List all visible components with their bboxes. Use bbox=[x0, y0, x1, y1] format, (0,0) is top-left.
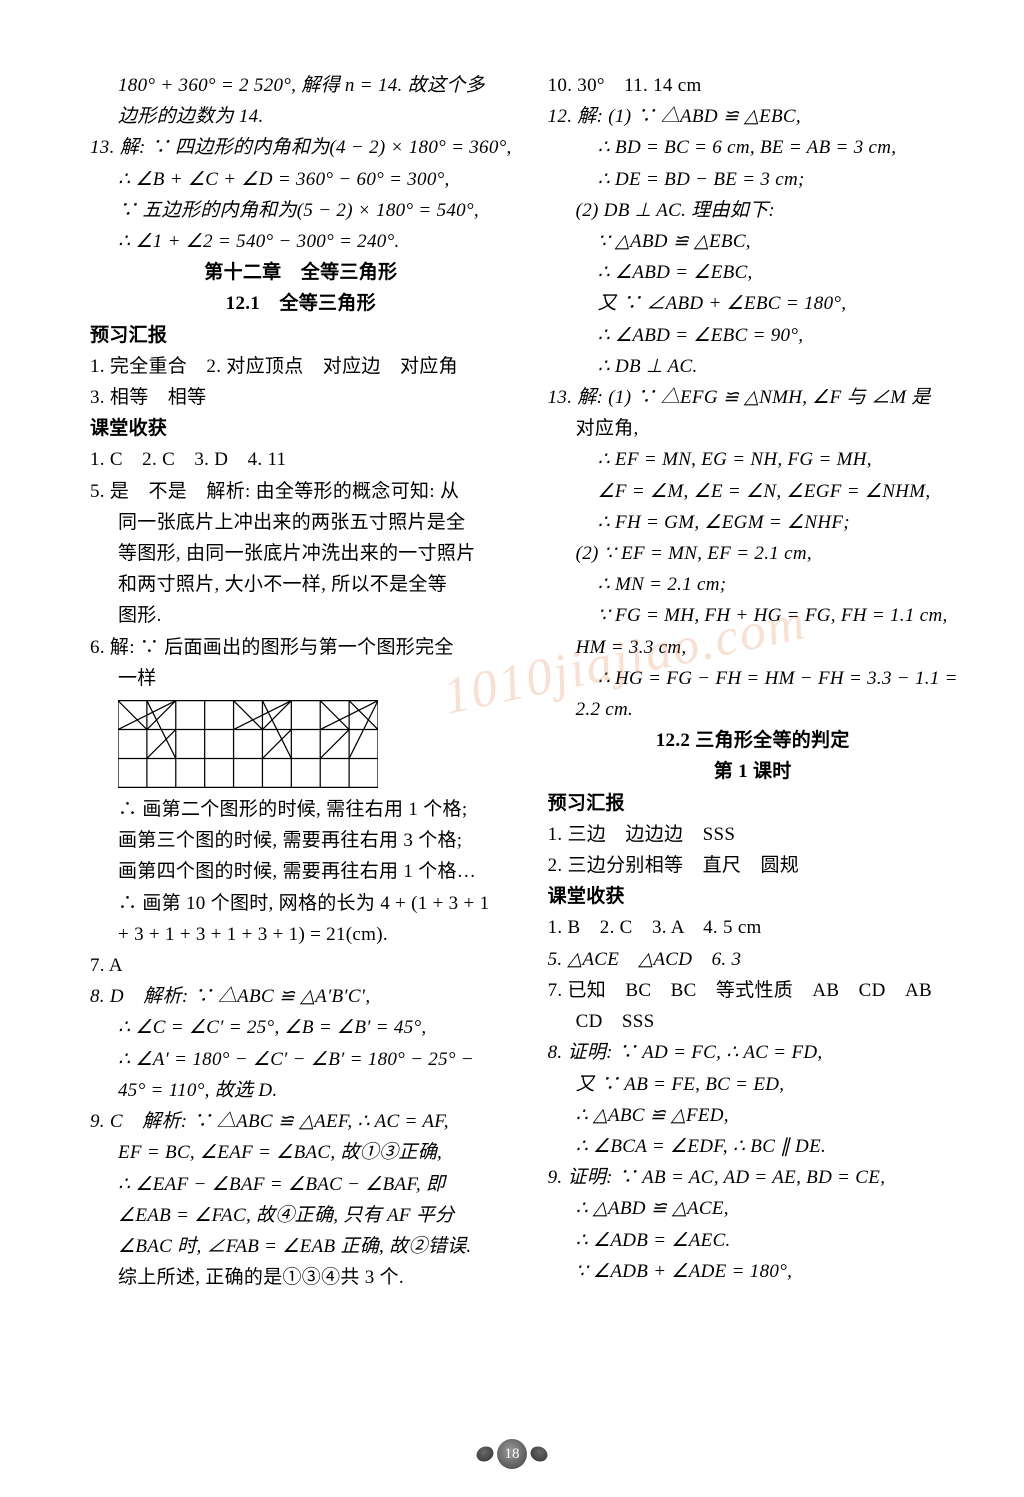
text-line: 6. 解: ∵ 后面画出的图形与第一个图形完全 bbox=[90, 632, 512, 663]
text-line: 13. 解: (1) ∵ △EFG ≌ △NMH, ∠F 与 ∠M 是 bbox=[548, 382, 958, 413]
text-line: 9. 证明: ∵ AB = AC, AD = AE, BD = CE, bbox=[548, 1162, 958, 1193]
text-line: 又 ∵ AB = FE, BC = ED, bbox=[548, 1069, 958, 1100]
text-line: ∴ ∠B + ∠C + ∠D = 360° − 60° = 300°, bbox=[90, 164, 512, 195]
text-line: 1. C 2. C 3. D 4. 11 bbox=[90, 444, 512, 475]
text-line: ∴ 画第 10 个图时, 网格的长为 4 + (1 + 3 + 1 bbox=[90, 888, 512, 919]
text-line: ∴ DE = BD − BE = 3 cm; bbox=[548, 164, 958, 195]
text-line: ∴ DB ⊥ AC. bbox=[548, 351, 958, 382]
text-line: 1. 三边 边边边 SSS bbox=[548, 819, 958, 850]
text-line: 12.1 全等三角形 bbox=[90, 288, 512, 319]
text-line: 180° + 360° = 2 520°, 解得 n = 14. 故这个多 bbox=[90, 70, 512, 101]
text-line: ∴ ∠A′ = 180° − ∠C′ − ∠B′ = 180° − 25° − bbox=[90, 1044, 512, 1075]
grid-figure bbox=[118, 700, 512, 788]
text-line: 5. △ACE △ACD 6. 3 bbox=[548, 944, 958, 975]
text-line: 又 ∵ ∠ABD + ∠EBC = 180°, bbox=[548, 288, 958, 319]
text-line: ∴ 画第二个图形的时候, 需往右用 1 个格; bbox=[90, 794, 512, 825]
text-line: 一样 bbox=[90, 663, 512, 694]
left-column: 180° + 360° = 2 520°, 解得 n = 14. 故这个多边形的… bbox=[90, 70, 512, 1390]
leaf-icon bbox=[529, 1444, 550, 1465]
text-line: 8. 证明: ∵ AD = FC, ∴ AC = FD, bbox=[548, 1037, 958, 1068]
text-line: (2) ∵ EF = MN, EF = 2.1 cm, bbox=[548, 538, 958, 569]
text-line: 等图形, 由同一张底片冲洗出来的一寸照片 bbox=[90, 538, 512, 569]
text-line: 第 1 课时 bbox=[548, 756, 958, 787]
text-line: 综上所述, 正确的是①③④共 3 个. bbox=[90, 1262, 512, 1293]
text-line: ∴ ∠1 + ∠2 = 540° − 300° = 240°. bbox=[90, 226, 512, 257]
text-line: ∴ FH = GM, ∠EGM = ∠NHF; bbox=[548, 507, 958, 538]
text-line: HM = 3.3 cm, bbox=[548, 632, 958, 663]
text-line: 5. 是 不是 解析: 由全等形的概念可知: 从 bbox=[90, 476, 512, 507]
text-line: ∵ ∠ADB + ∠ADE = 180°, bbox=[548, 1256, 958, 1287]
text-line: 第十二章 全等三角形 bbox=[90, 257, 512, 288]
text-line: 画第四个图的时候, 需要再往右用 1 个格… bbox=[90, 856, 512, 887]
text-line: 画第三个图的时候, 需要再往右用 3 个格; bbox=[90, 825, 512, 856]
text-line: 边形的边数为 14. bbox=[90, 101, 512, 132]
text-line: ∴ EF = MN, EG = NH, FG = MH, bbox=[548, 444, 958, 475]
text-line: (2) DB ⊥ AC. 理由如下: bbox=[548, 195, 958, 226]
text-line: 7. 已知 BC BC 等式性质 AB CD AB bbox=[548, 975, 958, 1006]
leaf-icon bbox=[475, 1444, 496, 1465]
text-line: ∴ BD = BC = 6 cm, BE = AB = 3 cm, bbox=[548, 132, 958, 163]
text-line: 1. 完全重合 2. 对应顶点 对应边 对应角 bbox=[90, 351, 512, 382]
text-line: ∵ △ABD ≌ △EBC, bbox=[548, 226, 958, 257]
text-line: ∠BAC 时, ∠FAB = ∠EAB 正确, 故②错误. bbox=[90, 1231, 512, 1262]
text-line: 预习汇报 bbox=[90, 320, 512, 351]
text-line: ∵ FG = MH, FH + HG = FG, FH = 1.1 cm, bbox=[548, 600, 958, 631]
text-line: ∠EAB = ∠FAC, 故④正确, 只有 AF 平分 bbox=[90, 1200, 512, 1231]
text-line: ∴ ∠ADB = ∠AEC. bbox=[548, 1225, 958, 1256]
grid-figure-svg bbox=[118, 700, 378, 788]
text-line: 预习汇报 bbox=[548, 788, 958, 819]
text-line: 9. C 解析: ∵ △ABC ≌ △AEF, ∴ AC = AF, bbox=[90, 1106, 512, 1137]
text-line: ∴ ∠C = ∠C′ = 25°, ∠B = ∠B′ = 45°, bbox=[90, 1012, 512, 1043]
text-line: + 3 + 1 + 3 + 1 + 3 + 1) = 21(cm). bbox=[90, 919, 512, 950]
text-line: ∠F = ∠M, ∠E = ∠N, ∠EGF = ∠NHM, bbox=[548, 476, 958, 507]
text-line: 图形. bbox=[90, 600, 512, 631]
text-line: 8. D 解析: ∵ △ABC ≌ △A′B′C′, bbox=[90, 981, 512, 1012]
text-line: 课堂收获 bbox=[90, 413, 512, 444]
text-line: 7. A bbox=[90, 950, 512, 981]
text-line: 12. 解: (1) ∵ △ABD ≌ △EBC, bbox=[548, 101, 958, 132]
text-line: 课堂收获 bbox=[548, 881, 958, 912]
text-line: 13. 解: ∵ 四边形的内角和为(4 − 2) × 180° = 360°, bbox=[90, 132, 512, 163]
text-line: ∴ ∠EAF − ∠BAF = ∠BAC − ∠BAF, 即 bbox=[90, 1169, 512, 1200]
page-number: 18 bbox=[497, 1439, 527, 1469]
text-line: ∴ △ABC ≌ △FED, bbox=[548, 1100, 958, 1131]
text-line: ∴ ∠ABD = ∠EBC, bbox=[548, 257, 958, 288]
text-line: 45° = 110°, 故选 D. bbox=[90, 1075, 512, 1106]
text-line: ∴ △ABD ≌ △ACE, bbox=[548, 1193, 958, 1224]
text-line: ∴ ∠ABD = ∠EBC = 90°, bbox=[548, 320, 958, 351]
text-line: 和两寸照片, 大小不一样, 所以不是全等 bbox=[90, 569, 512, 600]
right-column: 10. 30° 11. 14 cm12. 解: (1) ∵ △ABD ≌ △EB… bbox=[548, 70, 958, 1390]
text-line: 10. 30° 11. 14 cm bbox=[548, 70, 958, 101]
text-line: EF = BC, ∠EAF = ∠BAC, 故①③正确, bbox=[90, 1137, 512, 1168]
text-line: 2.2 cm. bbox=[548, 694, 958, 725]
text-line: ∴ HG = FG − FH = HM − FH = 3.3 − 1.1 = bbox=[548, 663, 958, 694]
text-line: ∴ MN = 2.1 cm; bbox=[548, 569, 958, 600]
text-line: ∵ 五边形的内角和为(5 − 2) × 180° = 540°, bbox=[90, 195, 512, 226]
text-line: CD SSS bbox=[548, 1006, 958, 1037]
text-line: 2. 三边分别相等 直尺 圆规 bbox=[548, 850, 958, 881]
page-number-badge: 18 bbox=[477, 1439, 547, 1469]
text-line: 12.2 三角形全等的判定 bbox=[548, 725, 958, 756]
text-line: 3. 相等 相等 bbox=[90, 382, 512, 413]
text-line: 1. B 2. C 3. A 4. 5 cm bbox=[548, 912, 958, 943]
text-line: 同一张底片上冲出来的两张五寸照片是全 bbox=[90, 507, 512, 538]
text-line: 对应角, bbox=[548, 413, 958, 444]
text-line: ∴ ∠BCA = ∠EDF, ∴ BC ∥ DE. bbox=[548, 1131, 958, 1162]
